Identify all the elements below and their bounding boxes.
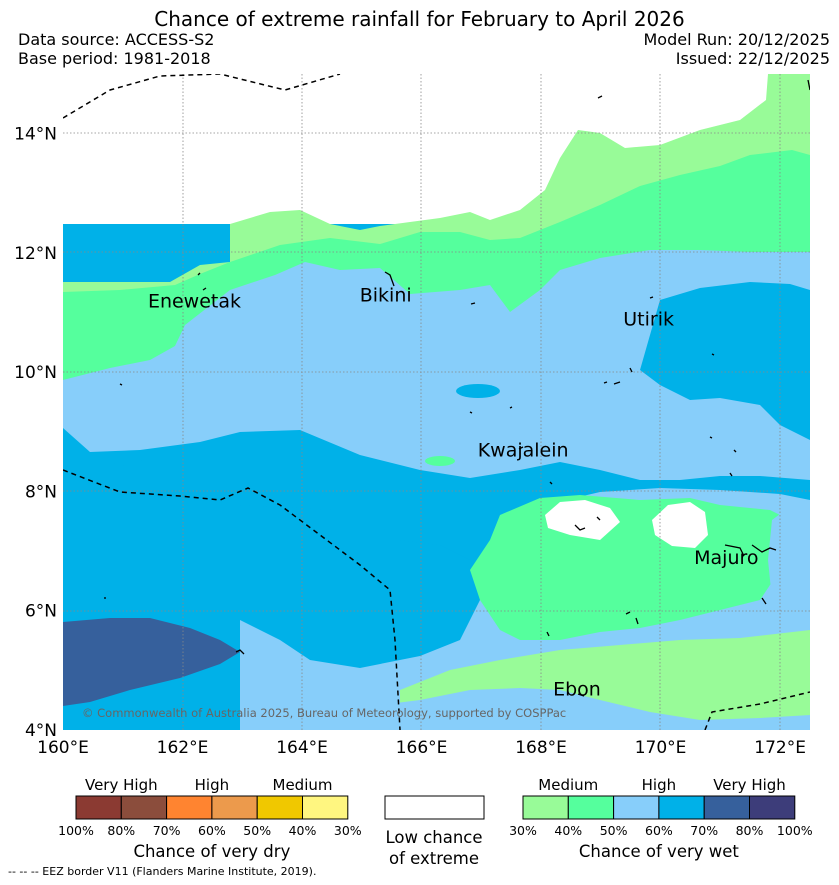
zone-50-60-se (768, 500, 810, 612)
wet-swatch-1 (567, 795, 615, 820)
lat-tick-10: 10°N (14, 363, 57, 383)
low-chance-swatch (384, 795, 485, 820)
longitude-tick-labels: 160°E 162°E 164°E 166°E 168°E 170°E 172°E (37, 738, 806, 758)
dry-swatch-1 (120, 795, 168, 820)
dry-category-2: Medium (273, 776, 333, 794)
wet-category-0: Medium (538, 776, 598, 794)
wet-legend-title: Chance of very wet (579, 842, 740, 861)
dry-swatch-4 (256, 795, 304, 820)
dry-swatch-5 (302, 795, 349, 820)
place-label-majuro: Majuro (694, 547, 758, 569)
lon-tick-166: 166°E (396, 738, 448, 758)
lat-tick-8: 8°N (25, 482, 57, 502)
eez-footnote: -- -- -- EEZ border V11 (Flanders Marine… (8, 865, 317, 878)
wet-percent-2: 50% (600, 823, 628, 838)
lon-tick-172: 172°E (754, 738, 806, 758)
wet-swatch-2 (613, 795, 660, 820)
base-period-text: Base period: 1981-2018 (18, 49, 211, 68)
zone-low-chance-2 (652, 502, 708, 548)
legend-dry: 100% 80% 70% 60% 50% 40% 30% Very High High Mediu… (58, 776, 362, 861)
copyright-notice: © Commonwealth of Australia 2025, Bureau… (82, 706, 566, 720)
zone-50-60-edge (380, 688, 810, 730)
wet-swatch-0 (522, 795, 569, 820)
wet-percent-0: 30% (509, 823, 537, 838)
dry-percent-2: 70% (153, 823, 181, 838)
lat-tick-14: 14°N (14, 125, 57, 145)
wet-swatch-5 (749, 795, 796, 820)
latitude-tick-labels: 14°N 12°N 10°N 8°N 6°N 4°N (14, 125, 57, 741)
zone-60-70-blob (456, 384, 500, 398)
zone-40-50-blob (425, 456, 455, 466)
zone-60-70-centre (240, 505, 485, 668)
dry-percent-0: 100% (58, 823, 94, 838)
dry-swatch-2 (166, 795, 213, 820)
lon-tick-162: 162°E (157, 738, 209, 758)
header-right: Model Run: 20/12/2025 Issued: 22/12/2025 (644, 30, 831, 68)
dry-percent-5: 40% (289, 823, 317, 838)
place-label-bikini: Bikini (360, 285, 412, 307)
wet-swatch-4 (703, 795, 751, 820)
model-run-text: Model Run: 20/12/2025 (643, 30, 831, 49)
zone-70-80 (63, 618, 240, 706)
wet-swatch-3 (658, 795, 705, 820)
lat-tick-4: 4°N (25, 721, 57, 741)
dry-swatch-0 (75, 795, 122, 820)
place-label-utirik: Utirik (623, 309, 674, 331)
legend-low-chance: Low chance of extreme (384, 795, 485, 868)
gridlines (63, 74, 810, 730)
lon-tick-164: 164°E (276, 738, 328, 758)
dry-percent-1: 80% (107, 823, 135, 838)
lon-tick-168: 168°E (515, 738, 567, 758)
lon-tick-160: 160°E (37, 738, 89, 758)
islands (104, 79, 810, 697)
zone-low-chance-1 (545, 500, 620, 540)
issued-text: Issued: 22/12/2025 (675, 49, 830, 68)
dry-category-0: Very High (85, 776, 158, 794)
dry-percent-4: 50% (243, 823, 271, 838)
lat-tick-6: 6°N (25, 602, 57, 622)
eez-borders (63, 74, 810, 730)
dry-legend-title: Chance of very dry (133, 842, 290, 861)
dry-percent-3: 60% (198, 823, 226, 838)
lat-tick-12: 12°N (14, 244, 57, 264)
wet-percent-6: 100% (777, 823, 813, 838)
place-labels: Enewetak Bikini Utirik Kwajalein Majuro Ebon (148, 285, 759, 701)
place-label-ebon: Ebon (553, 678, 601, 700)
wet-percent-4: 70% (690, 823, 718, 838)
zone-60-70-blob-2 (113, 458, 143, 466)
dry-category-1: High (195, 776, 229, 794)
legend-wet: 30% 40% 50% 60% 70% 80% 100% Medium High Very Hig… (509, 776, 813, 861)
place-label-enewetak: Enewetak (148, 291, 241, 313)
lon-tick-170: 170°E (635, 738, 687, 758)
low-chance-line2: of extreme (389, 849, 479, 868)
data-source-text: Data source: ACCESS-S2 (18, 30, 215, 49)
header-left: Data source: ACCESS-S2 Base period: 1981… (18, 30, 214, 68)
chart-title: Chance of extreme rainfall for February … (154, 7, 685, 31)
wet-percent-5: 80% (736, 823, 764, 838)
wet-category-2: Very High (713, 776, 786, 794)
dry-swatch-3 (211, 795, 258, 820)
wet-percent-1: 40% (554, 823, 582, 838)
rainfall-probability-map (63, 74, 810, 730)
zone-40-50-south (470, 495, 790, 640)
place-label-kwajalein: Kwajalein (478, 440, 569, 462)
zone-60-70-east (640, 282, 810, 440)
wet-category-1: High (642, 776, 676, 794)
low-chance-line1: Low chance (385, 828, 482, 847)
wet-percent-3: 60% (645, 823, 673, 838)
dry-percent-6: 30% (334, 823, 362, 838)
